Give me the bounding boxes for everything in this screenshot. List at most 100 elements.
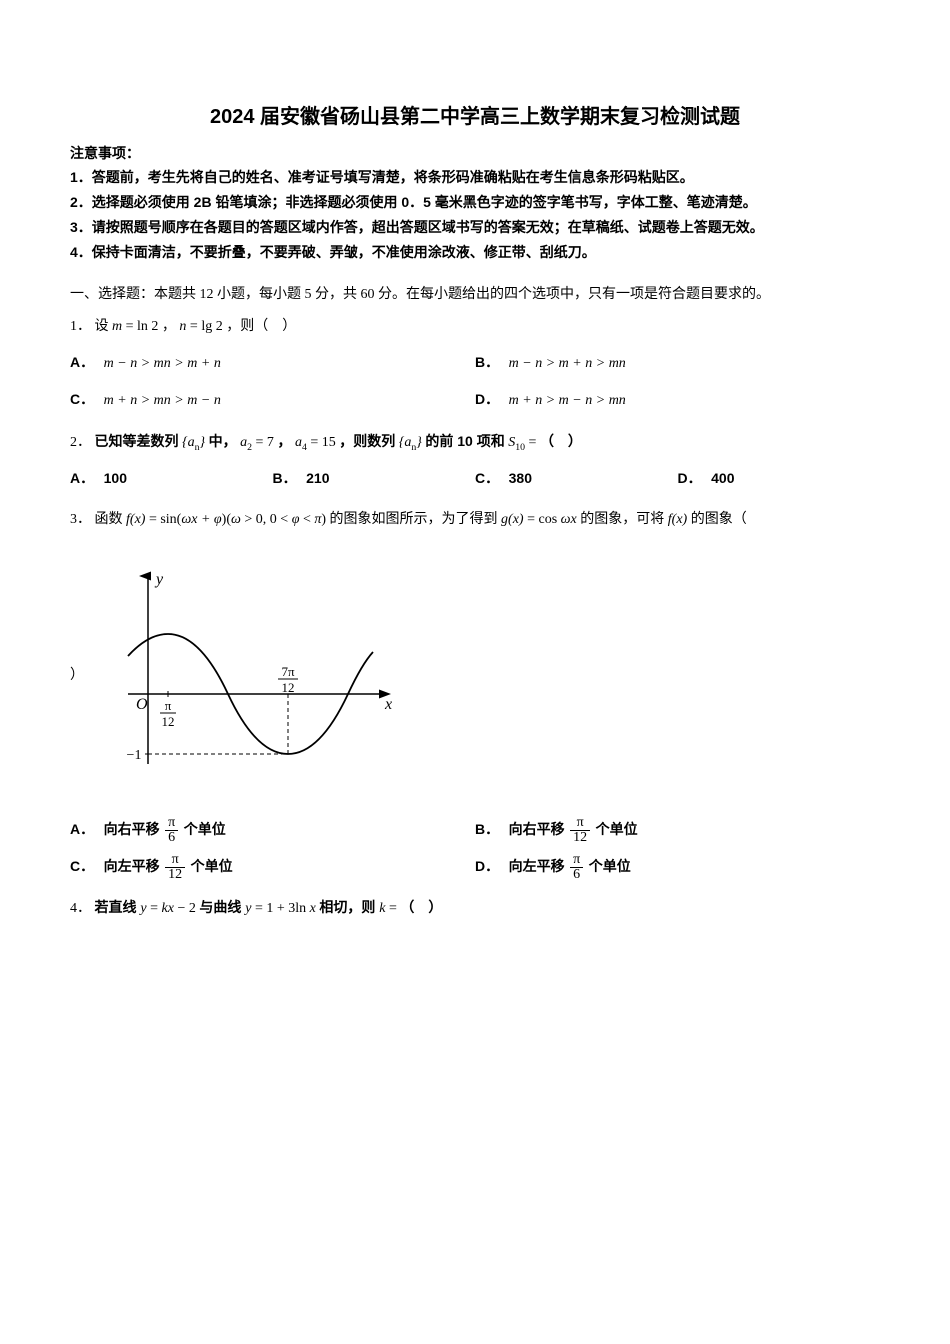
q3-p1: 函数 <box>95 512 127 527</box>
origin-label: O <box>136 696 148 713</box>
q2-option-D: D． 400 <box>678 463 881 496</box>
question-2: 2． 已知等差数列 {an} 中， a2 = 7 ， a4 = 15 ，则数列 … <box>70 427 880 457</box>
q1-post: ，则（ ） <box>226 319 296 334</box>
q2-p5: 的前 10 项和 <box>425 433 504 449</box>
opt-label-D: D． <box>475 391 499 407</box>
q4-k: k = <box>379 901 397 916</box>
opt-label-A: A． <box>70 470 94 486</box>
q4-number: 4． <box>70 901 91 916</box>
opt-label-D: D． <box>678 470 702 486</box>
q4-p4: （ ） <box>400 899 442 915</box>
tick-x2-den: 12 <box>282 680 295 695</box>
q2-option-B: B． 210 <box>273 463 476 496</box>
q2-B-val: 210 <box>306 470 329 486</box>
opt-label-C: C． <box>70 391 94 407</box>
q2-options: A． 100 B． 210 C． 380 D． 400 <box>70 463 880 496</box>
opt-label-B: B． <box>475 354 499 370</box>
q1-comma1: ， <box>162 319 176 334</box>
q1-options-row2: C． m + n > mn > m − n D． m + n > m − n >… <box>70 384 880 417</box>
q3-close-paren: ） <box>70 668 84 683</box>
tick-x1-num: π <box>165 698 172 713</box>
q3-p2: 的图象如图所示，为了得到 <box>330 512 502 527</box>
q4-curve: y = 1 + 3ln x <box>245 901 316 916</box>
q2-number: 2． <box>70 435 91 450</box>
q1-A-expr: m − n > mn > m + n <box>104 356 221 371</box>
q1-option-B: B． m − n > m + n > mn <box>475 347 880 380</box>
q1-number: 1． <box>70 319 91 334</box>
q2-p3: ， <box>277 433 291 449</box>
q4-p3: 相切，则 <box>319 899 379 915</box>
question-3: 3． 函数 f(x) = sin(ωx + φ)(ω > 0, 0 < φ < … <box>70 506 880 534</box>
q1-option-C: C． m + n > mn > m − n <box>70 384 475 417</box>
q3-D-frac: π 6 <box>570 853 583 882</box>
section-1-intro: 一、选择题：本题共 12 小题，每小题 5 分，共 60 分。在每小题给出的四个… <box>70 283 880 303</box>
q3-B-den: 12 <box>570 830 590 845</box>
q3-A-frac: π 6 <box>165 816 178 845</box>
q3-A-post: 个单位 <box>184 821 226 837</box>
q3-B-pre: 向右平移 <box>509 821 565 837</box>
q2-A-val: 100 <box>104 470 127 486</box>
tick-x2-num: 7π <box>281 664 295 679</box>
opt-label-B: B． <box>475 821 499 837</box>
q3-A-num: π <box>165 816 178 830</box>
q3-D-num: π <box>570 853 583 867</box>
opt-label-D: D． <box>475 858 499 874</box>
q1-text-pre: 设 <box>95 319 109 334</box>
opt-label-B: B． <box>273 470 297 486</box>
q4-line: y = kx − 2 <box>140 901 195 916</box>
q2-p2: 中， <box>209 433 237 449</box>
q1-B-expr: m − n > m + n > mn <box>509 356 626 371</box>
q1-option-D: D． m + n > m − n > mn <box>475 384 880 417</box>
q3-f: f(x) = sin(ωx + φ)(ω > 0, 0 < φ < π) <box>126 512 326 527</box>
q3-option-A: A． 向右平移 π 6 个单位 <box>70 814 475 847</box>
x-axis-label: x <box>384 696 392 713</box>
opt-label-A: A． <box>70 354 94 370</box>
q2-option-A: A． 100 <box>70 463 273 496</box>
q2-D-val: 400 <box>711 470 734 486</box>
question-4: 4． 若直线 y = kx − 2 与曲线 y = 1 + 3ln x 相切，则… <box>70 893 880 923</box>
q2-p1: 已知等差数列 <box>95 433 179 449</box>
opt-label-C: C． <box>475 470 499 486</box>
exam-title: 2024 届安徽省砀山县第二中学高三上数学期末复习检测试题 <box>70 100 880 129</box>
q3-number: 3． <box>70 512 91 527</box>
q3-C-num: π <box>165 853 185 867</box>
q3-option-B: B． 向右平移 π 12 个单位 <box>475 814 880 847</box>
question-1: 1． 设 m = ln 2 ， n = lg 2 ，则（ ） <box>70 313 880 341</box>
q2-s10: S10 = <box>508 435 536 450</box>
q3-p4: 的图象（ <box>691 512 747 527</box>
y-axis-label: y <box>154 571 164 588</box>
q1-expr-n: n = lg 2 <box>179 319 222 334</box>
q3-options-row1: A． 向右平移 π 6 个单位 B． 向右平移 π 12 个单位 <box>70 814 880 847</box>
q3-A-den: 6 <box>165 830 178 845</box>
opt-label-C: C． <box>70 858 94 874</box>
q2-p4: ，则数列 <box>339 433 395 449</box>
q3-graph-svg: O y x [data-name="sine-curve"],[data-nam… <box>88 564 408 784</box>
notice-3: 3．请按照题号顺序在各题目的答题区域内作答，超出答题区域书写的答案无效；在草稿纸… <box>70 217 880 238</box>
q1-options-row1: A． m − n > mn > m + n B． m − n > m + n >… <box>70 347 880 380</box>
q3-A-pre: 向右平移 <box>104 821 160 837</box>
q3-D-pre: 向左平移 <box>509 858 565 874</box>
q2-seq2: {an} <box>399 435 422 450</box>
q4-p2: 与曲线 <box>199 899 245 915</box>
q3-C-post: 个单位 <box>191 858 233 874</box>
q2-seq1: {an} <box>182 435 205 450</box>
q3-B-num: π <box>570 816 590 830</box>
q4-p1: 若直线 <box>95 899 141 915</box>
q1-expr-m: m = ln 2 <box>112 319 158 334</box>
q3-B-post: 个单位 <box>596 821 638 837</box>
q3-C-pre: 向左平移 <box>104 858 160 874</box>
q1-C-expr: m + n > mn > m − n <box>104 393 221 408</box>
q3-g: g(x) = cos ωx <box>501 512 577 527</box>
q3-D-post: 个单位 <box>589 858 631 874</box>
neg1-label: −1 <box>127 748 142 763</box>
q3-D-den: 6 <box>570 867 583 882</box>
q1-option-A: A． m − n > mn > m + n <box>70 347 475 380</box>
page: 2024 届安徽省砀山县第二中学高三上数学期末复习检测试题 注意事项： 1．答题… <box>0 0 950 969</box>
notice-heading: 注意事项： <box>70 143 880 163</box>
q3-fx: f(x) <box>668 512 687 527</box>
q3-B-frac: π 12 <box>570 816 590 845</box>
q2-a2: a2 = 7 <box>240 435 274 450</box>
q2-p6: （ ） <box>540 433 582 449</box>
opt-label-A: A． <box>70 821 94 837</box>
q3-p3: 的图象，可将 <box>580 512 668 527</box>
